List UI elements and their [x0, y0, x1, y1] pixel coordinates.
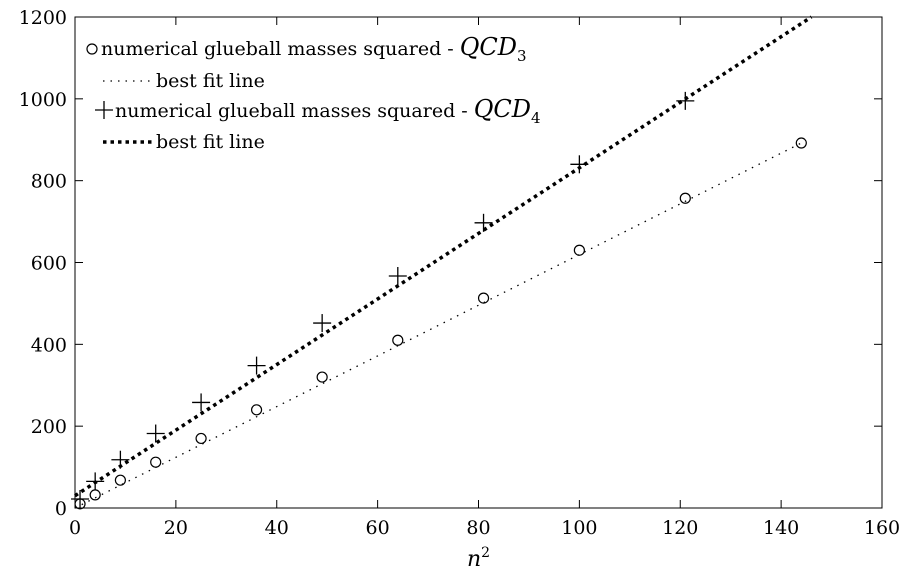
qcd3-point: [316, 371, 328, 383]
qcd4-point: [388, 267, 407, 286]
qcd4-point: [676, 91, 695, 110]
legend-label-sub: 4: [531, 109, 541, 127]
qcd4-point: [111, 450, 130, 469]
x-axis-label-base: n: [467, 547, 481, 572]
qcd3-point: [195, 432, 207, 445]
x-tick-label: 60: [366, 517, 390, 539]
legend-label-sub: 3: [517, 47, 527, 65]
x-tick-label: 80: [466, 517, 490, 539]
x-tick-label: 20: [164, 517, 188, 539]
x-tick-label: 100: [561, 517, 597, 539]
legend-item-qcd3: numerical glueball masses squared - QCD3: [86, 33, 527, 65]
legend-item-fit-qcd3: best fit line: [103, 70, 265, 92]
qcd3-point: [573, 244, 585, 256]
legend-label-math: QCD: [474, 95, 531, 123]
qcd4-point: [86, 472, 105, 491]
qcd3-point: [392, 334, 404, 346]
legend-item-fit-qcd4: best fit line: [103, 131, 265, 153]
legend-label-qcd4: numerical glueball masses squared - QCD4: [115, 95, 541, 127]
x-axis-label: n2: [467, 545, 490, 572]
legend: numerical glueball masses squared - QCD3…: [86, 33, 541, 153]
qcd4-point: [313, 314, 332, 333]
qcd4-point: [146, 424, 165, 443]
qcd3-point: [150, 456, 162, 468]
legend-label-text: numerical glueball masses squared -: [115, 100, 474, 122]
y-tick-label: 1200: [19, 7, 67, 29]
qcd4-point: [570, 155, 589, 174]
y-tick-label: 1000: [19, 89, 67, 111]
y-tick-label: 600: [31, 253, 67, 275]
legend-label-qcd3: numerical glueball masses squared - QCD3: [101, 33, 527, 65]
legend-label-fit-qcd3: best fit line: [156, 70, 265, 92]
qcd4-point: [474, 213, 493, 232]
qcd3-point: [89, 489, 101, 501]
legend-label-text: numerical glueball masses squared -: [101, 38, 460, 60]
axis-ticks: 0 20 40 60 80 100 120 140 160 0 200 400 600 800 1000 12…: [19, 7, 900, 539]
x-tick-label: 40: [265, 517, 289, 539]
legend-circle-marker: [86, 43, 98, 55]
x-tick-label: 0: [69, 517, 81, 539]
y-tick-label: 800: [31, 171, 67, 193]
qcd4-point: [192, 393, 211, 412]
x-axis-label-superscript: 2: [481, 545, 490, 561]
qcd3-point: [679, 192, 691, 204]
y-tick-label: 0: [55, 498, 67, 520]
qcd4-point: [247, 356, 266, 375]
legend-label-fit-qcd4: best fit line: [156, 131, 265, 153]
qcd3-point: [477, 292, 490, 304]
y-tick-label: 200: [31, 416, 67, 438]
x-tick-label: 160: [864, 517, 900, 539]
qcd3-point: [114, 474, 126, 486]
x-tick-label: 120: [662, 517, 698, 539]
qcd3-point: [250, 404, 263, 416]
legend-label-math: QCD: [460, 33, 517, 61]
legend-item-qcd4: numerical glueball masses squared - QCD4: [95, 95, 541, 127]
qcd4-point: [71, 489, 90, 508]
x-tick-label: 140: [763, 517, 799, 539]
qcd3-point: [795, 137, 807, 149]
fit-line-qcd3: [74, 142, 802, 509]
y-tick-label: 400: [31, 334, 67, 356]
chart-marks: [71, 15, 813, 510]
